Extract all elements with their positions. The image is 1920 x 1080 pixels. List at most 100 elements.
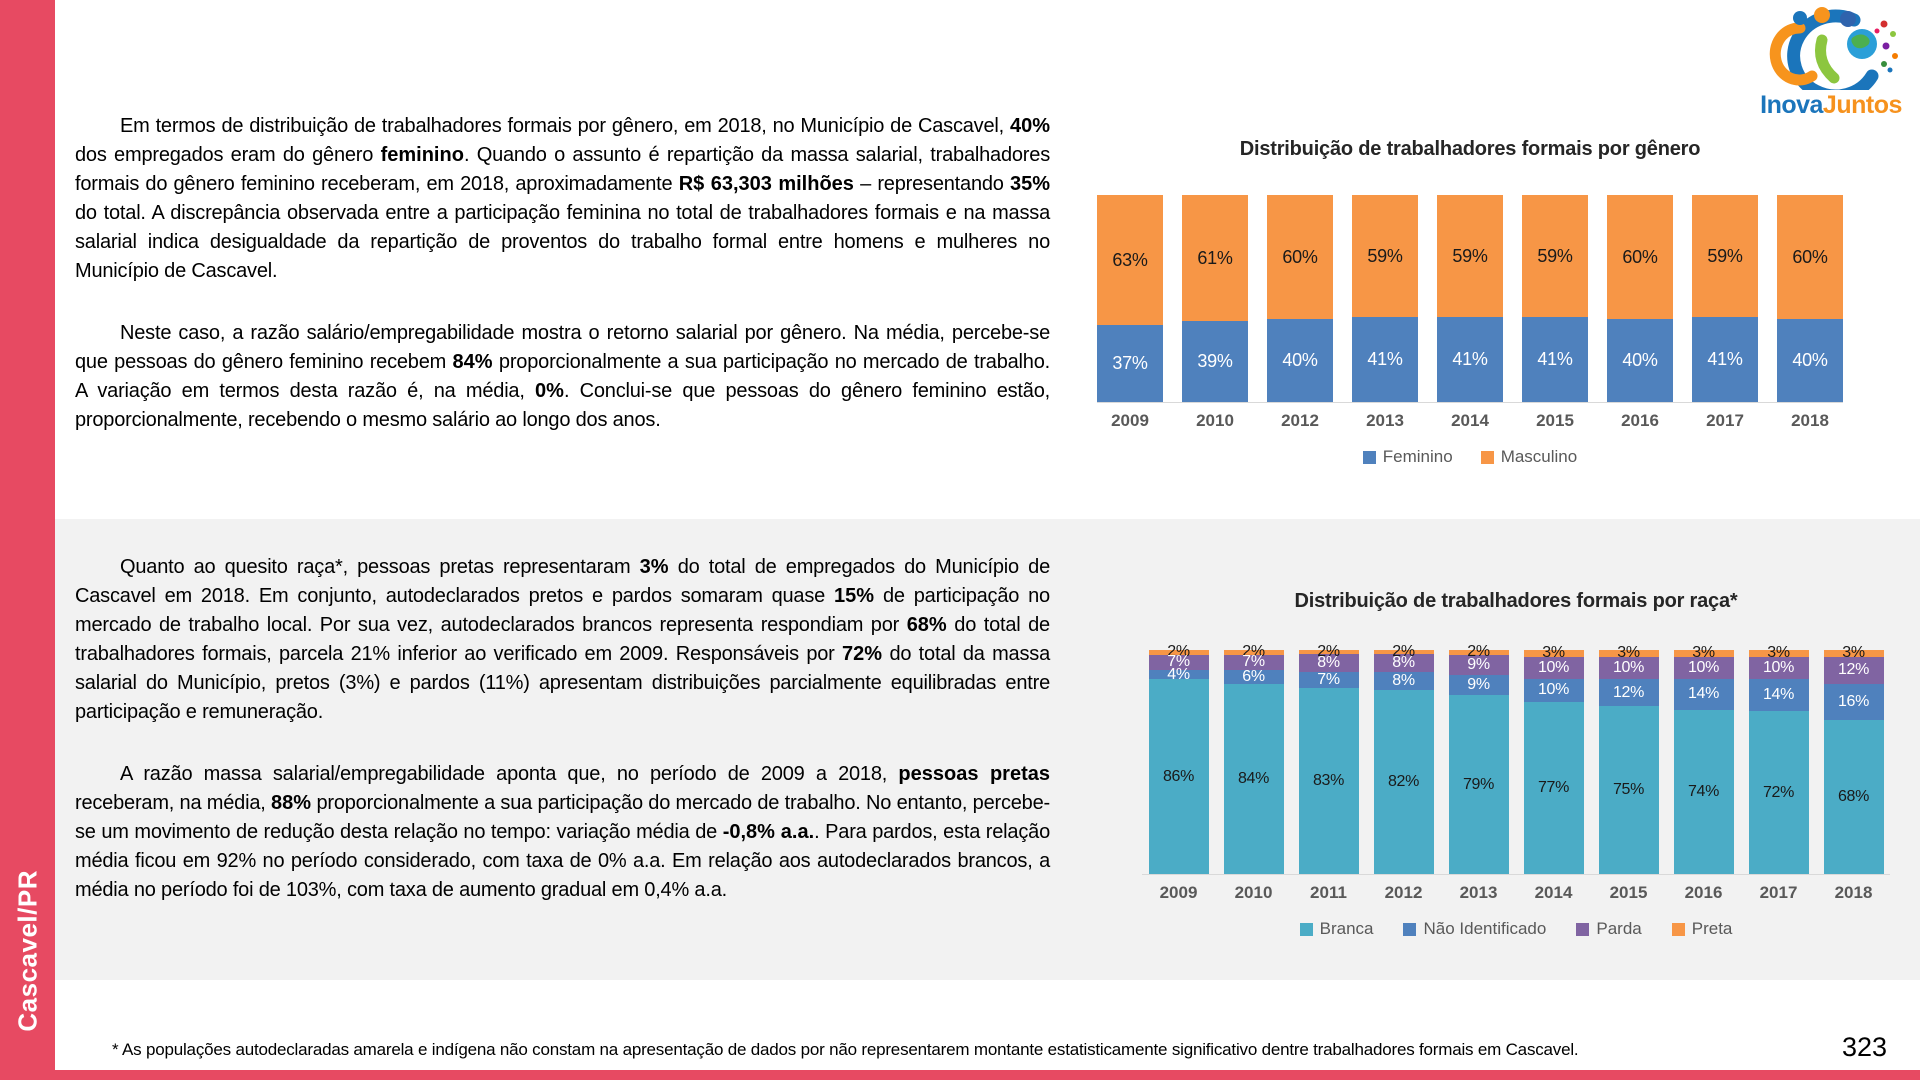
segment-value-label: 2% bbox=[1167, 643, 1190, 661]
segment-value-label: 61% bbox=[1197, 247, 1233, 268]
paragraph: A razão massa salarial/empregabilidade a… bbox=[75, 763, 1050, 901]
segment-value-label: 74% bbox=[1687, 782, 1720, 800]
segment-feminino: 37% bbox=[1097, 325, 1163, 402]
legend-label: Não Identificado bbox=[1423, 919, 1547, 938]
segment-feminino: 39% bbox=[1182, 321, 1248, 402]
segment-preta: 3% bbox=[1523, 644, 1584, 661]
legend-label: Preta bbox=[1691, 919, 1733, 938]
stacked-bar-2013: 59% 41% bbox=[1352, 195, 1418, 402]
segment-branca: 86% bbox=[1148, 679, 1209, 874]
segment-não-identificado: 10% bbox=[1523, 679, 1584, 702]
segment-masculino: 59% bbox=[1692, 195, 1758, 318]
segment-não-identificado: 14% bbox=[1673, 678, 1734, 710]
segment-não-identificado: 4% bbox=[1148, 666, 1209, 683]
x-axis-label-2012: 2012 bbox=[1281, 411, 1319, 430]
segment-value-label: 59% bbox=[1707, 245, 1743, 266]
legend-item-feminino: Feminino bbox=[1362, 447, 1453, 467]
segment-preta: 3% bbox=[1748, 644, 1809, 661]
x-axis-label-2013: 2013 bbox=[1459, 883, 1498, 902]
segment-value-label: 12% bbox=[1612, 683, 1645, 701]
segment-parda: 12% bbox=[1823, 656, 1884, 684]
segment-value-label: 41% bbox=[1367, 349, 1403, 370]
inovajuntos-emblem-icon bbox=[1769, 7, 1898, 103]
segment-value-label: 60% bbox=[1282, 246, 1318, 267]
legend-item-não-identificado: Não Identificado bbox=[1403, 919, 1546, 939]
segment-value-label: 10% bbox=[1537, 658, 1570, 676]
race-distribution-chart: Distribuição de trabalhadores formais po… bbox=[1142, 590, 1890, 939]
segment-value-label: 37% bbox=[1112, 353, 1148, 374]
segment-preta: 2% bbox=[1148, 643, 1209, 660]
segment-branca: 68% bbox=[1823, 720, 1884, 874]
segment-parda: 10% bbox=[1748, 656, 1809, 680]
segment-preta: 3% bbox=[1673, 644, 1734, 661]
segment-branca: 82% bbox=[1373, 690, 1434, 874]
chart-plot-area: 63% 37% 61% 39% 60% 40% 59% 41% 59% 41% 59% 41% 60% 4… bbox=[1097, 195, 1843, 403]
stacked-bar-2013: 2% 9% 9% 79% bbox=[1448, 643, 1509, 874]
segment-value-label: 2% bbox=[1392, 643, 1415, 661]
x-axis-label-2011: 2011 bbox=[1310, 883, 1347, 902]
segment-feminino: 41% bbox=[1437, 317, 1503, 402]
legend-swatch-icon bbox=[1403, 922, 1417, 936]
segment-feminino: 41% bbox=[1522, 317, 1588, 402]
stacked-bar-2014: 3% 10% 10% 77% bbox=[1523, 644, 1584, 874]
segment-value-label: 41% bbox=[1707, 349, 1743, 370]
segment-value-label: 4% bbox=[1167, 665, 1190, 683]
segment-value-label: 16% bbox=[1837, 693, 1870, 711]
segment-preta: 3% bbox=[1598, 644, 1659, 661]
segment-preta: 2% bbox=[1223, 643, 1284, 660]
segment-value-label: 10% bbox=[1612, 658, 1645, 676]
segment-branca: 79% bbox=[1448, 695, 1509, 874]
x-axis-labels: 2009 2010 2012 2013 2014 2015 2016 2017 2018 bbox=[1097, 411, 1843, 431]
segment-branca: 72% bbox=[1748, 711, 1809, 874]
paragraph: Em termos de distribuição de trabalhador… bbox=[75, 115, 1050, 282]
segment-value-label: 10% bbox=[1537, 681, 1570, 699]
stacked-bar-2011: 2% 8% 7% 83% bbox=[1298, 643, 1359, 874]
segment-value-label: 79% bbox=[1462, 775, 1495, 793]
segment-parda: 7% bbox=[1148, 653, 1209, 670]
segment-value-label: 14% bbox=[1762, 686, 1795, 704]
x-axis-label-2009: 2009 bbox=[1111, 411, 1149, 430]
segment-branca: 74% bbox=[1673, 709, 1734, 874]
segment-não-identificado: 8% bbox=[1373, 672, 1434, 691]
inovajuntos-logo: InovaJuntos bbox=[1750, 6, 1912, 120]
segment-preta: 2% bbox=[1373, 643, 1434, 660]
segment-masculino: 59% bbox=[1352, 195, 1418, 318]
segment-value-label: 77% bbox=[1537, 778, 1570, 796]
stacked-bar-2017: 59% 41% bbox=[1692, 195, 1758, 402]
segment-masculino: 60% bbox=[1607, 195, 1673, 320]
segment-value-label: 7% bbox=[1317, 671, 1340, 689]
segment-feminino: 40% bbox=[1777, 319, 1843, 402]
legend-swatch-icon bbox=[1671, 922, 1685, 936]
segment-masculino: 63% bbox=[1097, 195, 1163, 326]
legend-item-parda: Parda bbox=[1576, 919, 1642, 939]
segment-feminino: 40% bbox=[1267, 319, 1333, 402]
left-sidebar: Cascavel/PR bbox=[0, 0, 55, 1080]
chart-legend: Branca Não Identificado Parda Preta bbox=[1142, 919, 1890, 939]
segment-preta: 2% bbox=[1298, 643, 1359, 660]
segment-value-label: 3% bbox=[1542, 644, 1565, 662]
paragraph: Neste caso, a razão salário/empregabilid… bbox=[75, 322, 1050, 431]
chart-title: Distribuição de trabalhadores formais po… bbox=[1294, 590, 1738, 612]
segment-preta: 3% bbox=[1823, 644, 1884, 661]
segment-value-label: 41% bbox=[1452, 349, 1488, 370]
segment-masculino: 60% bbox=[1777, 195, 1843, 320]
segment-value-label: 82% bbox=[1387, 773, 1420, 791]
x-axis-label-2015: 2015 bbox=[1536, 411, 1574, 430]
segment-value-label: 84% bbox=[1237, 769, 1270, 787]
logo-word-inova: Inova bbox=[1760, 91, 1823, 119]
x-axis-label-2014: 2014 bbox=[1534, 883, 1573, 902]
segment-value-label: 10% bbox=[1762, 659, 1795, 677]
stacked-bar-2016: 3% 10% 14% 74% bbox=[1673, 644, 1734, 874]
stacked-bar-2018: 60% 40% bbox=[1777, 195, 1843, 402]
segment-masculino: 60% bbox=[1267, 195, 1333, 320]
segment-value-label: 83% bbox=[1312, 772, 1345, 789]
x-axis-label-2017: 2017 bbox=[1706, 411, 1744, 430]
segment-não-identificado: 6% bbox=[1223, 668, 1284, 685]
segment-parda: 8% bbox=[1373, 654, 1434, 673]
legend-swatch-icon bbox=[1480, 450, 1494, 464]
legend-label: Masculino bbox=[1500, 447, 1578, 466]
x-axis-label-2015: 2015 bbox=[1609, 883, 1648, 902]
segment-parda: 8% bbox=[1298, 654, 1359, 673]
stacked-bar-2012: 2% 8% 8% 82% bbox=[1373, 643, 1434, 874]
